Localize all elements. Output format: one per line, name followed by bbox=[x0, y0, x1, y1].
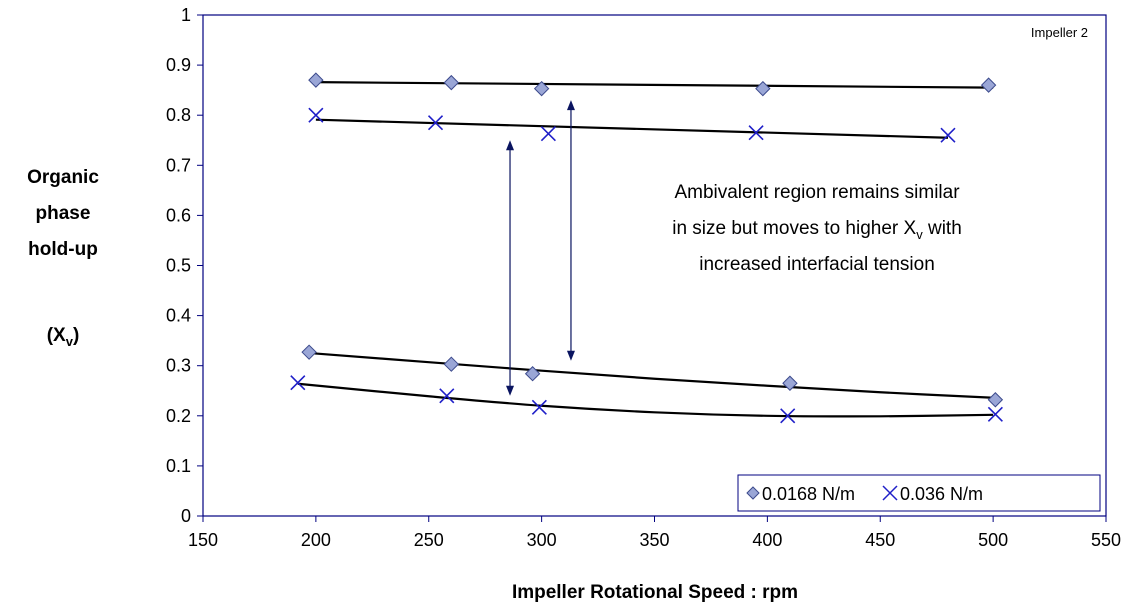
trendline bbox=[297, 382, 994, 418]
data-point-diamond bbox=[443, 74, 460, 91]
y-tick-label: 0.7 bbox=[166, 155, 191, 175]
y-tick-label: 0.6 bbox=[166, 205, 191, 225]
y-tick-label: 0 bbox=[181, 506, 191, 526]
y-tick-label: 1 bbox=[181, 5, 191, 25]
x-tick-label: 350 bbox=[639, 530, 669, 550]
y-tick-label: 0.2 bbox=[166, 406, 191, 426]
y-axis-title-symbol: (Xv) bbox=[47, 325, 80, 349]
trendline bbox=[311, 352, 994, 399]
y-axis-title-line-2: phase bbox=[36, 203, 91, 224]
y-axis-title-line-1: Organic bbox=[27, 167, 99, 188]
x-tick-label: 400 bbox=[752, 530, 782, 550]
legend-x-icon bbox=[882, 485, 898, 501]
data-point-diamond bbox=[987, 392, 1004, 408]
y-tick-label: 0.9 bbox=[166, 55, 191, 75]
data-point-x bbox=[290, 375, 306, 391]
legend-diamond-icon bbox=[746, 486, 760, 500]
ticks-layer: 150 200 250 300 350 400 450 500 550 0 0.1 0.2 0.3 0.4… bbox=[166, 5, 1121, 550]
y-tick-label: 0.3 bbox=[166, 356, 191, 376]
data-point-diamond bbox=[301, 344, 317, 360]
arrows-layer bbox=[506, 100, 575, 396]
plot-area bbox=[202, 14, 1107, 517]
y-axis-symbol-sub: v bbox=[66, 334, 74, 349]
arrow-head-down bbox=[566, 350, 575, 361]
x-tick-label: 200 bbox=[301, 530, 331, 550]
x-tick-label: 550 bbox=[1091, 530, 1121, 550]
x-axis-title: Impeller Rotational Speed : rpm bbox=[512, 582, 798, 603]
annotation: Ambivalent region remains similar in siz… bbox=[672, 182, 962, 275]
data-point-x bbox=[940, 127, 956, 143]
y-axis-title: Organic phase hold-up (Xv) bbox=[27, 167, 99, 349]
arrow-head-up bbox=[566, 100, 575, 111]
x-tick-label: 450 bbox=[865, 530, 895, 550]
annotation-line-2-sub: v bbox=[916, 227, 923, 242]
legend: 0.0168 N/m 0.036 N/m bbox=[737, 474, 1101, 512]
x-tick-label: 250 bbox=[414, 530, 444, 550]
data-point-x bbox=[308, 107, 324, 123]
data-point-x bbox=[439, 388, 455, 404]
annotation-line-2-text: in size but moves to higher X bbox=[672, 218, 916, 239]
y-tick-label: 0.1 bbox=[166, 456, 191, 476]
trendline bbox=[315, 81, 994, 89]
legend-label-1: 0.0168 N/m bbox=[762, 484, 855, 504]
trendlines-layer bbox=[297, 81, 994, 418]
data-point-x bbox=[780, 408, 796, 424]
data-point-x bbox=[748, 125, 764, 141]
x-tick-label: 500 bbox=[978, 530, 1008, 550]
data-point-x bbox=[531, 399, 547, 415]
legend-box bbox=[737, 474, 1101, 512]
trendline bbox=[315, 118, 949, 139]
y-axis-symbol-base: (X bbox=[47, 325, 66, 346]
panel-label: Impeller 2 bbox=[1031, 25, 1088, 40]
data-point-diamond bbox=[443, 356, 460, 372]
markers-layer bbox=[290, 72, 1004, 424]
data-point-diamond bbox=[980, 77, 997, 93]
data-point-x bbox=[427, 115, 444, 131]
annotation-line-1: Ambivalent region remains similar bbox=[674, 182, 960, 203]
arrow-head-up bbox=[506, 140, 515, 151]
data-point-diamond bbox=[533, 80, 550, 97]
legend-label-2: 0.036 N/m bbox=[900, 484, 983, 504]
arrow-head-down bbox=[506, 385, 515, 396]
y-axis-symbol-close: ) bbox=[73, 325, 79, 346]
x-tick-label: 150 bbox=[188, 530, 218, 550]
data-point-diamond bbox=[524, 366, 541, 382]
data-point-diamond bbox=[308, 72, 324, 88]
data-point-diamond bbox=[755, 80, 771, 97]
x-tick-label: 300 bbox=[527, 530, 557, 550]
data-point-x bbox=[540, 126, 556, 142]
data-point-diamond bbox=[782, 375, 798, 391]
y-tick-label: 0.5 bbox=[166, 256, 191, 276]
annotation-line-2-after: with bbox=[923, 218, 962, 239]
y-tick-label: 0.4 bbox=[166, 306, 191, 326]
annotation-line-2: in size but moves to higher Xv with bbox=[672, 218, 962, 242]
data-point-x bbox=[987, 406, 1003, 422]
annotation-line-3: increased interfacial tension bbox=[699, 254, 935, 275]
y-tick-label: 0.8 bbox=[166, 105, 191, 125]
y-axis-title-line-3: hold-up bbox=[28, 239, 98, 260]
